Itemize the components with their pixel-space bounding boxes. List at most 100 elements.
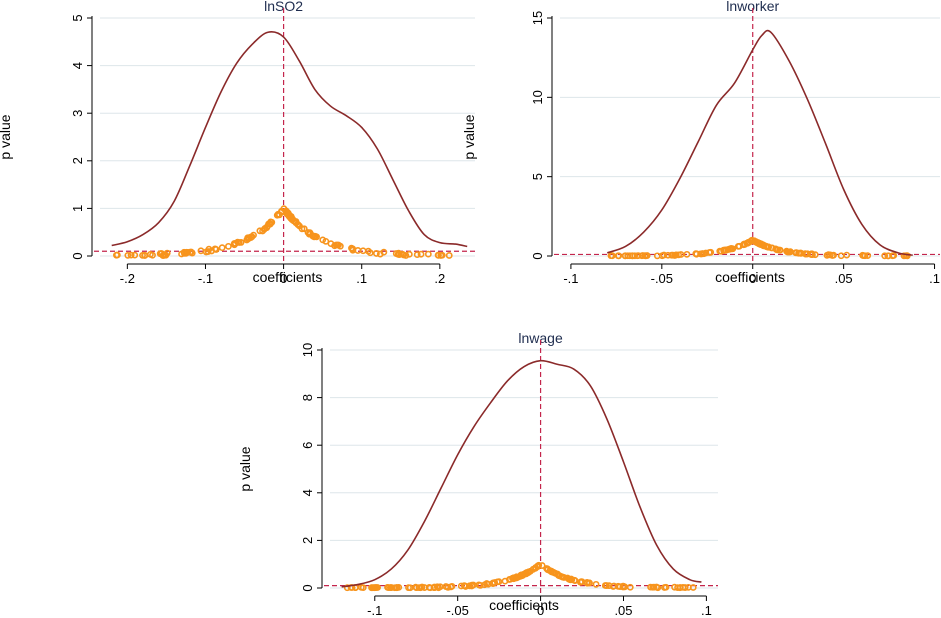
chart-title: lnSO2 xyxy=(264,0,303,14)
p-value-point xyxy=(313,233,320,241)
p-value-point xyxy=(273,211,281,219)
p-value-point xyxy=(509,574,516,582)
series-p-value xyxy=(113,205,453,259)
p-value-point xyxy=(900,252,908,260)
x-tick-label: 0 xyxy=(280,271,287,286)
p-value-point xyxy=(829,252,836,259)
p-value-point xyxy=(603,582,610,589)
chart-panel-lnwage: 0 2 4 6 8 10 -.1 -.05 0 .05 .1 coefficients p value l… xyxy=(237,330,718,618)
y-tick-label: 8 xyxy=(300,394,315,401)
p-value-point xyxy=(744,239,752,247)
p-value-point xyxy=(615,252,623,260)
p-value-point xyxy=(626,583,634,591)
p-value-point xyxy=(300,225,308,233)
p-value-point xyxy=(457,582,465,590)
y-tick-label: 2 xyxy=(70,157,85,164)
p-value-point xyxy=(592,580,600,588)
p-value-point xyxy=(141,252,148,259)
p-value-point xyxy=(583,578,591,586)
p-value-point xyxy=(438,251,446,259)
p-value-point xyxy=(426,584,434,592)
y-axis-title: p value xyxy=(0,114,13,159)
x-tick-label: .1 xyxy=(929,271,940,286)
p-value-point xyxy=(402,252,410,259)
p-value-point xyxy=(543,565,551,572)
p-value-point xyxy=(444,583,452,591)
y-tick-label: 4 xyxy=(300,489,315,496)
p-value-point xyxy=(564,574,571,582)
p-value-point xyxy=(626,252,634,260)
chart-title: lnworker xyxy=(726,0,779,14)
p-value-point xyxy=(247,233,255,241)
x-tick-label: .2 xyxy=(434,271,445,286)
x-tick-label: -.2 xyxy=(120,271,135,286)
p-value-point xyxy=(225,242,232,250)
p-value-point xyxy=(418,583,426,591)
p-value-point xyxy=(650,583,658,591)
p-value-point xyxy=(864,252,872,259)
p-value-point xyxy=(647,583,654,591)
p-value-point xyxy=(343,584,351,592)
p-value-point xyxy=(146,250,154,258)
p-value-point xyxy=(881,252,889,260)
x-tick-label: 0 xyxy=(537,603,544,618)
p-value-point xyxy=(837,252,845,260)
x-axis-title: coefficients xyxy=(253,269,323,285)
p-value-point xyxy=(296,222,303,230)
y-tick-label: 10 xyxy=(530,90,545,104)
p-value-point xyxy=(764,243,772,251)
p-value-point xyxy=(903,252,911,260)
p-value-point xyxy=(861,252,869,260)
p-value-point xyxy=(727,245,734,253)
p-value-point xyxy=(399,250,406,258)
p-value-point xyxy=(811,251,819,259)
p-value-point xyxy=(776,246,784,254)
p-value-point xyxy=(610,582,618,590)
p-value-point xyxy=(672,251,680,259)
p-value-point xyxy=(285,212,293,220)
chart-panel-lnworker: 0 5 10 15 -.1 -.05 0 .05 .1 coefficients p value ln… xyxy=(461,0,940,286)
p-value-point xyxy=(267,218,275,226)
p-value-point xyxy=(693,250,701,258)
p-value-point xyxy=(124,251,132,259)
y-tick-label: 15 xyxy=(530,11,545,25)
p-value-point xyxy=(264,222,271,230)
p-value-point xyxy=(374,584,381,591)
series-p-value xyxy=(343,561,697,592)
p-value-point xyxy=(433,583,441,591)
p-value-point xyxy=(884,252,892,260)
p-value-point xyxy=(675,251,683,259)
y-tick-label: 5 xyxy=(530,173,545,180)
x-tick-label: -.1 xyxy=(198,271,213,286)
series-kernel-density xyxy=(607,29,913,257)
p-value-point xyxy=(476,582,484,589)
p-value-point xyxy=(757,240,765,248)
p-value-point xyxy=(802,250,809,258)
p-value-point xyxy=(434,251,442,259)
p-value-point xyxy=(557,573,565,580)
p-value-point xyxy=(430,583,438,591)
y-tick-label: 0 xyxy=(300,584,315,591)
p-value-point xyxy=(674,584,682,592)
y-tick-label: 2 xyxy=(300,537,315,544)
p-value-point xyxy=(290,217,298,225)
p-value-point xyxy=(127,251,135,259)
x-tick-label: .1 xyxy=(356,271,367,286)
chart-panel-lnSO2: 0 1 2 3 4 5 -.2 -.1 0 .1 .2 coefficients p value lnSO… xyxy=(0,0,475,286)
p-value-point xyxy=(620,582,627,590)
p-value-point xyxy=(642,252,650,260)
p-value-point xyxy=(202,248,210,256)
y-tick-label: 0 xyxy=(70,252,85,259)
p-value-point xyxy=(607,252,615,260)
x-axis-title: coefficients xyxy=(715,269,785,285)
p-value-point xyxy=(676,584,684,592)
p-value-point xyxy=(445,252,453,259)
p-value-point xyxy=(405,250,413,258)
x-tick-label: -.1 xyxy=(563,271,578,286)
x-tick-label: -.05 xyxy=(651,271,673,286)
x-axis-title: coefficients xyxy=(489,597,559,613)
y-tick-label: 5 xyxy=(70,14,85,21)
y-tick-label: 4 xyxy=(70,62,85,69)
y-tick-label: 3 xyxy=(70,110,85,117)
